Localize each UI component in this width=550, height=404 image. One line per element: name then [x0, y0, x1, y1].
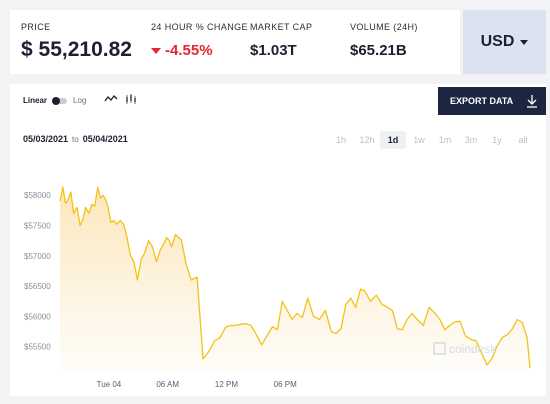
- download-icon: [527, 95, 537, 108]
- y-tick-label: $57500: [24, 221, 51, 230]
- market-cap-label: MARKET CAP: [250, 22, 313, 32]
- change-stat: 24 HOUR % CHANGE -4.55%: [151, 22, 248, 59]
- chart-type-switcher: [104, 93, 137, 105]
- date-from[interactable]: 05/03/2021: [23, 134, 69, 144]
- caret-down-icon: [520, 39, 529, 45]
- change-value: -4.55%: [165, 42, 213, 59]
- range-1h[interactable]: 1h: [335, 135, 346, 145]
- y-tick-label: $56000: [24, 312, 51, 321]
- export-label: EXPORT DATA: [450, 96, 514, 106]
- price-value: $ 55,210.82: [21, 38, 132, 61]
- currency-select[interactable]: USD: [463, 10, 546, 74]
- volume-stat: VOLUME (24H) $65.21B: [350, 22, 418, 59]
- date-to[interactable]: 05/04/2021: [82, 134, 128, 144]
- range-1w[interactable]: 1w: [413, 135, 425, 145]
- range-3m[interactable]: 3m: [464, 135, 478, 145]
- line-chart-icon[interactable]: [104, 94, 118, 104]
- x-tick-label: 06 PM: [274, 380, 297, 389]
- date-separator: to: [72, 134, 79, 144]
- candlestick-chart-icon[interactable]: [125, 93, 137, 105]
- price-line: [59, 186, 531, 369]
- price-chart-panel: Linear Log EXPORT DATA 05/03/2021 to 05/…: [10, 84, 546, 396]
- range-all[interactable]: all: [518, 135, 528, 145]
- coindesk-logo-icon: [433, 342, 446, 355]
- change-label: 24 HOUR % CHANGE: [151, 22, 248, 32]
- switch-knob: [52, 96, 61, 105]
- scale-log-label[interactable]: Log: [73, 96, 87, 105]
- volume-label: VOLUME (24H): [350, 22, 418, 32]
- scale-linear-label[interactable]: Linear: [23, 96, 48, 105]
- market-cap-value: $1.03T: [250, 42, 297, 59]
- change-value-row: -4.55%: [151, 42, 248, 59]
- price-stat: PRICE $ 55,210.82: [21, 22, 132, 62]
- y-tick-label: $55500: [24, 343, 51, 352]
- currency-value: USD: [480, 33, 515, 50]
- date-range: 05/03/2021 to 05/04/2021: [23, 134, 128, 144]
- range-12h[interactable]: 12h: [359, 135, 375, 145]
- scale-switch[interactable]: [52, 96, 68, 105]
- price-label: PRICE: [21, 22, 51, 32]
- range-1m[interactable]: 1m: [438, 135, 452, 145]
- volume-value: $65.21B: [350, 42, 407, 59]
- range-1d[interactable]: 1d: [380, 131, 406, 149]
- scale-toggle[interactable]: Linear Log: [23, 96, 86, 105]
- watermark: coindesk: [449, 342, 497, 356]
- time-range-selector: 1h 12h 1d 1w 1m 3m 1y all: [328, 131, 536, 149]
- export-data-button[interactable]: EXPORT DATA: [438, 87, 546, 115]
- price-chart: $55500 $56000 $56500 $57000 $57500 $58000 Tue …: [24, 186, 531, 389]
- x-tick-label: 12 PM: [215, 380, 238, 389]
- market-cap-stat: MARKET CAP $1.03T: [250, 22, 312, 59]
- y-tick-label: $58000: [24, 191, 51, 200]
- x-tick-label: Tue 04: [97, 380, 122, 389]
- range-1y[interactable]: 1y: [492, 135, 502, 145]
- x-tick-label: 06 AM: [156, 380, 179, 389]
- price-area-fill: [60, 187, 530, 371]
- y-tick-label: $56500: [24, 282, 51, 291]
- y-tick-label: $57000: [24, 252, 51, 261]
- market-stats-panel: PRICE $ 55,210.82 24 HOUR % CHANGE -4.55…: [10, 10, 460, 74]
- down-triangle-icon: [151, 47, 161, 54]
